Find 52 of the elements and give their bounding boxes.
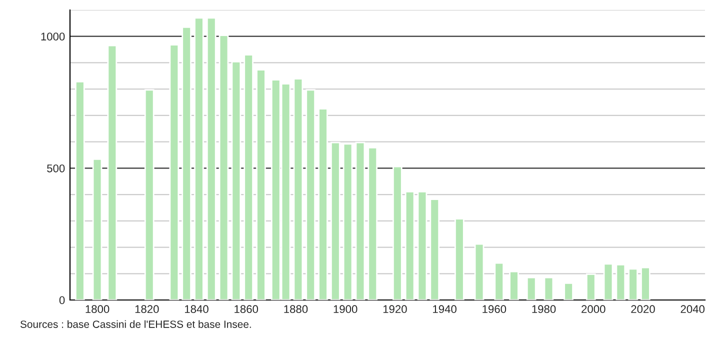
bar [474,243,484,300]
x-tick-label: 2040 [680,305,705,314]
bar [430,198,440,300]
bar [194,17,204,300]
bar [169,44,180,300]
bar [544,276,554,300]
bar [144,89,154,300]
bar [526,276,536,300]
y-tick-label: 0 [59,296,65,304]
bar [603,263,614,300]
bar [454,218,464,300]
bar [417,190,428,300]
bar [368,146,378,300]
y-tick-label: 500 [47,164,65,172]
bar [628,268,638,300]
bar [509,270,519,300]
bar [404,190,415,300]
source-note: Sources : base Cassini de l'EHESS et base Insee. [20,320,251,328]
bar [318,108,328,300]
x-tick-label: 2020 [631,305,655,314]
bar [92,158,102,300]
bar [107,44,118,300]
bar [306,89,316,300]
x-tick-label: 1920 [383,305,407,314]
bar [640,266,650,300]
bar [206,17,216,300]
y-tick-label: 1000 [41,32,65,40]
bar [75,81,85,300]
bar [293,78,304,300]
bar [182,26,192,300]
bar [586,273,596,300]
bar [244,54,254,300]
bar [342,143,353,300]
bar [256,69,266,300]
bar [494,262,504,300]
x-tick-label: 1900 [334,305,358,314]
x-tick-label: 1800 [86,305,110,314]
bar [616,264,626,300]
x-tick-label: 1840 [184,305,208,314]
x-tick-label: 1860 [234,305,258,314]
x-tick-label: 1820 [135,305,159,314]
bar [231,60,242,300]
x-tick-label: 1980 [532,305,556,314]
bar [392,166,402,300]
x-tick-label: 1880 [284,305,308,314]
x-tick-label: 1940 [433,305,456,314]
x-tick-label: 2000 [582,305,606,314]
bar [564,282,574,300]
bar [355,142,366,300]
bar [330,142,340,300]
x-tick-label: 1960 [482,305,506,314]
bar [218,34,229,300]
